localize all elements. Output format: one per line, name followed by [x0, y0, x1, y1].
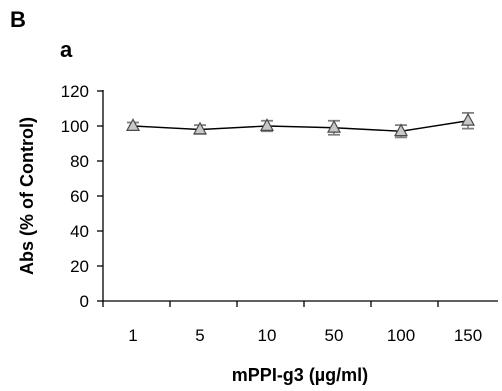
- y-tick-label: 20: [70, 257, 89, 276]
- y-axis-title: Abs (% of Control): [17, 117, 37, 275]
- data-point-marker: [393, 123, 409, 137]
- y-tick-label: 80: [70, 152, 89, 171]
- x-tick-label: 1: [128, 326, 137, 345]
- y-tick-label: 60: [70, 187, 89, 206]
- x-tick-label: 5: [195, 326, 204, 345]
- data-point-marker: [192, 121, 208, 135]
- series-line: [132, 120, 469, 132]
- x-axis-title: mPPI-g3 (µg/ml): [232, 365, 368, 385]
- y-tick-label: 120: [61, 82, 89, 101]
- y-tick-label: 40: [70, 222, 89, 241]
- series-group: [125, 111, 476, 139]
- x-ticks: 1 5 10 50 100 150: [102, 301, 482, 345]
- data-point-marker: [326, 119, 342, 133]
- x-tick-label: 150: [454, 326, 482, 345]
- x-tick-label: 10: [258, 326, 277, 345]
- x-tick-label: 100: [387, 326, 415, 345]
- data-point-marker: [125, 118, 141, 131]
- y-ticks: 0 20 40 60 80 100 120: [61, 82, 103, 311]
- data-point-marker: [460, 112, 476, 126]
- chart: 0 20 40 60 80 100 120 1 5 10 50 100 150: [61, 82, 498, 345]
- y-tick-label: 0: [80, 292, 89, 311]
- x-tick-label: 50: [325, 326, 344, 345]
- subpanel-label: a: [60, 37, 73, 62]
- y-tick-label: 100: [61, 117, 89, 136]
- data-point-marker: [259, 118, 275, 131]
- panel-label: B: [10, 7, 26, 32]
